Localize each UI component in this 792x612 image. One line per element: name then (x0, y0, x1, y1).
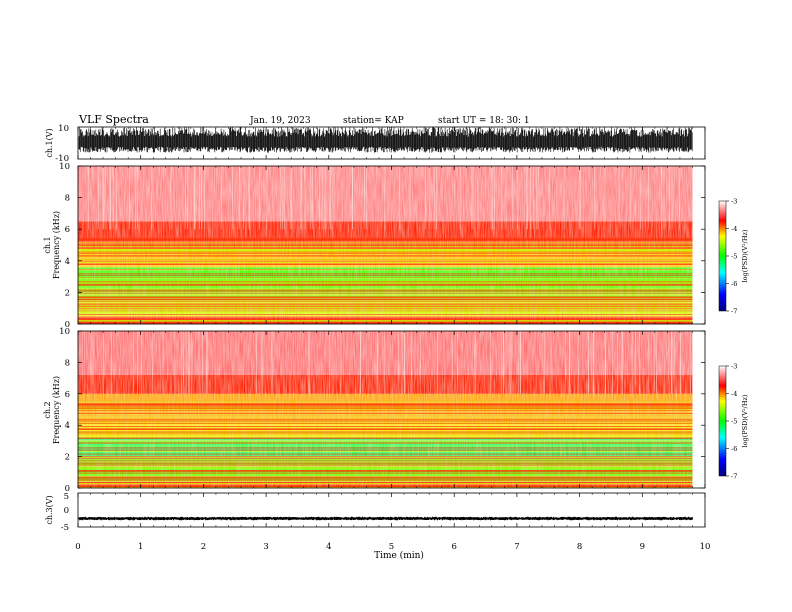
x-tick-label: 1 (138, 542, 143, 552)
x-axis: 0 1 2 3 4 5 6 7 8 9 10 (75, 127, 710, 552)
ch3-waveform-trace (78, 516, 693, 521)
colorbar-tick-label: -3 (731, 198, 737, 206)
x-tick-label: 3 (263, 542, 268, 552)
ch3-waveform-frame (77, 492, 706, 528)
y-tick-label: 4 (65, 257, 70, 267)
ch2-colorbar-label: log(PSD)(V²/Hz) (741, 394, 749, 447)
y-tick-label: 8 (65, 194, 70, 204)
date-label: Jan. 19, 2023 (249, 116, 311, 126)
x-tick-label: 6 (451, 542, 456, 552)
colorbar-tick-label: -7 (731, 308, 737, 316)
colorbar-tick-label: -4 (731, 390, 737, 398)
x-tick-label: 2 (201, 542, 206, 552)
ch3-ytick-bottom: -5 (61, 523, 69, 533)
ch2-freq-ylabel-b: Frequency (kHz) (52, 376, 61, 444)
x-axis-label: Time (min) (374, 550, 424, 561)
ch1-colorbar (718, 200, 727, 312)
y-tick-label: 8 (65, 358, 70, 368)
colorbar-tick-label: -5 (731, 418, 737, 426)
colorbar-tick-label: -4 (731, 225, 737, 233)
start-time-label: start UT = 18: 30: 1 (438, 116, 530, 126)
ch3-ylabel: ch.3(V) (45, 495, 54, 524)
ch1-ytick-top: 10 (58, 124, 69, 134)
x-tick-label: 0 (75, 542, 80, 552)
ch2-freq-ylabel-a: ch.2 (43, 401, 52, 418)
colorbar-tick-label: -6 (731, 445, 737, 453)
ch1-freq-ylabel-b: Frequency (kHz) (52, 211, 61, 279)
y-tick-label: 10 (59, 327, 70, 337)
y-tick-label: 2 (65, 453, 70, 463)
ch3-ytick-mid: 0 (64, 506, 69, 516)
colorbar-tick-label: -7 (731, 473, 737, 481)
x-tick-label: 5 (389, 542, 394, 552)
x-tick-label: 4 (326, 542, 331, 552)
y-tick-label: 4 (65, 421, 70, 431)
ch2-colorbar (718, 365, 727, 477)
colorbar-tick-label: -6 (731, 280, 737, 288)
ch2-spectrogram-lines (78, 331, 693, 488)
y-tick-label: 6 (65, 225, 70, 235)
colorbar-tick-label: -3 (731, 363, 737, 371)
ch1-waveform-trace (78, 127, 693, 153)
ch3-ytick-top: 5 (64, 492, 69, 502)
y-tick-label: 0 (65, 484, 70, 494)
x-tick-label: 7 (514, 542, 519, 552)
x-tick-label: 8 (577, 542, 582, 552)
y-tick-label: 10 (59, 162, 70, 172)
ch1-colorbar-label: log(PSD)(V²/Hz) (741, 229, 749, 282)
ch3-waveform-panel: 5 0 -5 ch.3(V) (45, 492, 706, 533)
colorbar-tick-label: -5 (731, 253, 737, 261)
y-tick-label: 6 (65, 390, 70, 400)
x-tick-label: 9 (640, 542, 645, 552)
y-tick-label: 2 (65, 288, 70, 298)
station-label: station= KAP (343, 116, 404, 126)
ch1-freq-ylabel-a: ch.1 (43, 236, 52, 253)
x-tick-label: 10 (700, 542, 711, 552)
figure-title: VLF Spectra (78, 113, 149, 126)
ch1-waveform-panel: 10 -10 ch.1(V) (45, 124, 706, 164)
y-tick-label: 0 (65, 320, 70, 330)
ch1-ytick-bottom: -10 (55, 154, 69, 164)
ch1-ylabel: ch.1(V) (45, 128, 54, 157)
